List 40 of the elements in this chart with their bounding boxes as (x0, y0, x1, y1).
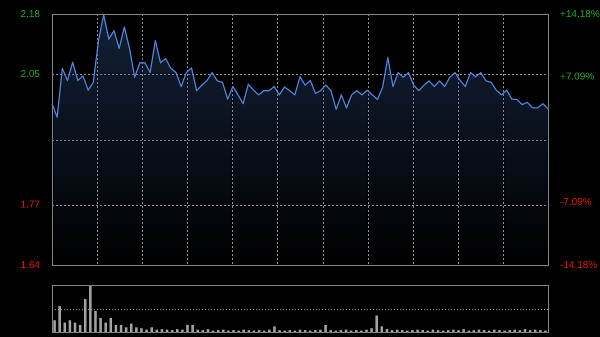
bar (130, 324, 133, 332)
bar (74, 322, 76, 332)
bar (135, 327, 138, 332)
y-tick-label: 1.64 (20, 260, 40, 271)
bar (160, 329, 164, 332)
bar (58, 306, 61, 332)
bar (140, 328, 143, 332)
bar (524, 329, 526, 332)
bar (324, 324, 327, 332)
bar (53, 320, 56, 332)
bar (124, 327, 128, 332)
bar (375, 316, 378, 332)
bar (462, 329, 465, 332)
bar (89, 285, 92, 332)
bar (64, 322, 66, 332)
bar (120, 324, 122, 332)
y-tick-label: 2.05 (20, 69, 40, 80)
bar (150, 327, 153, 332)
bar (380, 326, 384, 332)
bar (273, 326, 276, 332)
bar (110, 318, 112, 332)
bar (94, 310, 97, 332)
y-tick-label: 2.18 (20, 8, 40, 20)
bar (78, 324, 82, 332)
y2-tick-label: +14.18% (560, 8, 600, 20)
bar (206, 329, 210, 332)
bar (176, 329, 179, 332)
bar (370, 328, 373, 332)
bar (114, 324, 118, 332)
y2-tick-label: -7.09% (560, 197, 592, 208)
bar (104, 322, 107, 332)
bar (386, 329, 388, 332)
y-tick-label: 1.77 (20, 199, 40, 210)
bar (99, 318, 102, 332)
bar (68, 320, 72, 332)
bar (84, 299, 87, 332)
y2-tick-label: -14.18% (560, 260, 598, 271)
y2-tick-label: +7.09% (560, 72, 594, 82)
bar (186, 324, 189, 332)
bar (191, 324, 194, 332)
